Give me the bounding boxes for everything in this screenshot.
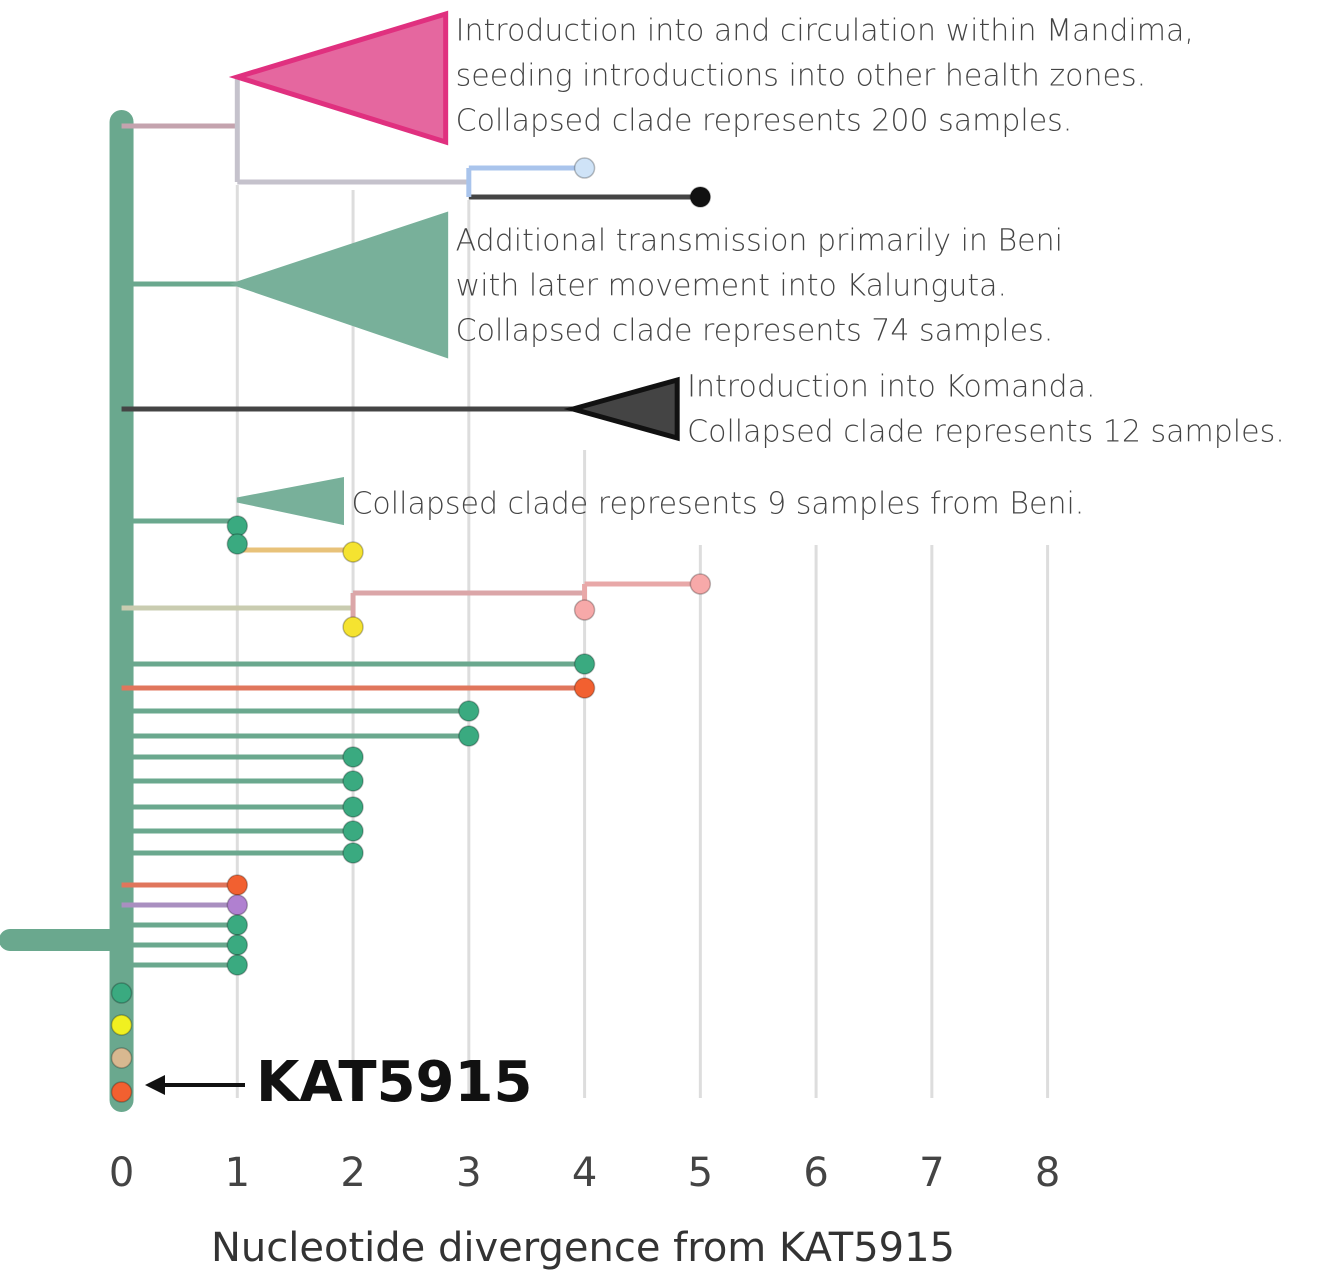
tip bbox=[689, 573, 712, 595]
tip bbox=[342, 842, 364, 864]
tip bbox=[110, 1081, 133, 1103]
clade-annotation: Collapsed clade represents 12 samples. bbox=[687, 415, 1285, 450]
x-tick-label: 6 bbox=[803, 1150, 828, 1196]
tip bbox=[226, 515, 249, 537]
tip bbox=[226, 894, 249, 916]
tip bbox=[573, 653, 596, 675]
clade-annotation: with later movement into Kalunguta. bbox=[456, 269, 1007, 304]
tip bbox=[110, 1014, 133, 1036]
tip bbox=[226, 914, 249, 936]
tip bbox=[342, 820, 364, 842]
tip bbox=[689, 186, 712, 208]
collapsed-clade bbox=[229, 211, 449, 359]
x-tick-label: 5 bbox=[688, 1150, 713, 1196]
tip bbox=[573, 677, 596, 699]
collapsed-clade bbox=[228, 10, 449, 146]
reference-label: KAT5915 bbox=[256, 1050, 532, 1115]
x-tick-label: 0 bbox=[109, 1150, 134, 1196]
tip bbox=[342, 770, 364, 792]
tip bbox=[342, 616, 364, 638]
clade-annotation: Collapsed clade represents 9 samples fro… bbox=[351, 487, 1084, 522]
tip bbox=[342, 541, 364, 563]
tip bbox=[110, 1047, 133, 1069]
tip bbox=[458, 725, 480, 747]
tip bbox=[226, 954, 249, 976]
x-tick-label: 3 bbox=[456, 1150, 481, 1196]
x-tick-label: 4 bbox=[572, 1150, 597, 1196]
collapsed-clade bbox=[563, 376, 680, 442]
x-tick-label: 2 bbox=[340, 1150, 365, 1196]
x-tick-label: 7 bbox=[919, 1150, 944, 1196]
x-axis-label: Nucleotide divergence from KAT5915 bbox=[211, 1225, 955, 1271]
clade-annotation: Additional transmission primarily in Ben… bbox=[456, 224, 1063, 259]
tip bbox=[573, 157, 596, 179]
clade-annotation: Collapsed clade represents 200 samples. bbox=[456, 104, 1073, 139]
x-tick-label: 8 bbox=[1035, 1150, 1060, 1196]
collapsed-clade bbox=[236, 476, 344, 526]
tip bbox=[110, 982, 133, 1004]
clade-annotation: Collapsed clade represents 74 samples. bbox=[456, 314, 1054, 349]
clade-annotation: Introduction into and circulation within… bbox=[456, 14, 1194, 49]
tip bbox=[226, 934, 249, 956]
tip bbox=[342, 796, 364, 818]
tip bbox=[342, 746, 364, 768]
reference-arrowhead bbox=[145, 1075, 165, 1095]
tip bbox=[226, 533, 249, 555]
tip bbox=[226, 874, 249, 896]
tip bbox=[458, 700, 480, 722]
clade-annotation: seeding introductions into other health … bbox=[456, 59, 1147, 94]
tip bbox=[573, 599, 596, 621]
clade-annotation: Introduction into Komanda. bbox=[687, 370, 1095, 405]
x-tick-label: 1 bbox=[225, 1150, 250, 1196]
